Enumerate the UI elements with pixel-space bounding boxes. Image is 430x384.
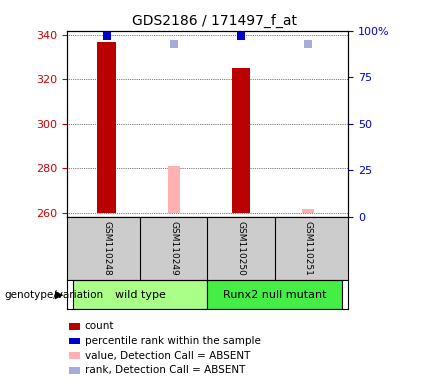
Text: GSM110250: GSM110250 [237, 221, 246, 276]
Point [237, 33, 244, 40]
Text: count: count [85, 321, 114, 331]
Bar [207, 280, 341, 309]
Bar [232, 68, 250, 212]
Text: GDS2186 / 171497_f_at: GDS2186 / 171497_f_at [132, 13, 298, 28]
Bar [302, 209, 314, 212]
Text: genotype/variation: genotype/variation [4, 290, 104, 300]
Bar [74, 280, 207, 309]
Text: wild type: wild type [115, 290, 166, 300]
Text: Runx2 null mutant: Runx2 null mutant [223, 290, 326, 300]
Text: percentile rank within the sample: percentile rank within the sample [85, 336, 261, 346]
Text: GSM110249: GSM110249 [169, 221, 178, 276]
Text: ▶: ▶ [55, 290, 63, 300]
Bar [168, 166, 180, 212]
Bar [98, 42, 116, 212]
Point [304, 41, 311, 47]
Text: value, Detection Call = ABSENT: value, Detection Call = ABSENT [85, 351, 250, 361]
Point [171, 41, 178, 47]
Point [104, 33, 111, 40]
Text: GSM110251: GSM110251 [304, 221, 313, 276]
Text: rank, Detection Call = ABSENT: rank, Detection Call = ABSENT [85, 365, 245, 375]
Text: GSM110248: GSM110248 [102, 221, 111, 276]
